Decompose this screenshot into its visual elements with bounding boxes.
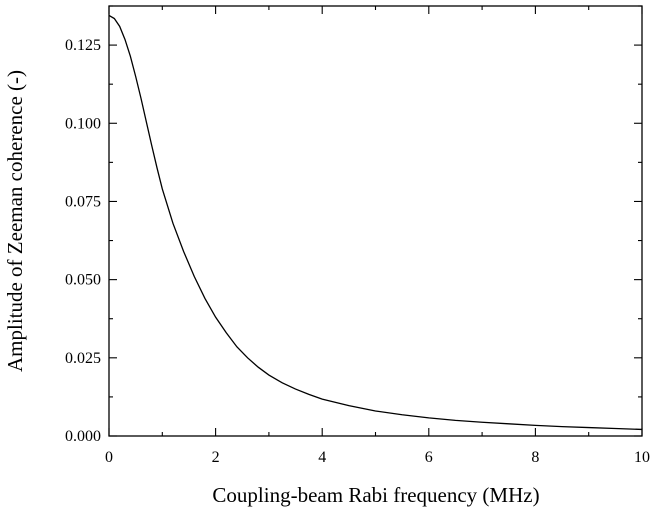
plot-frame [108,5,643,437]
y-tick-label: 0.125 [65,37,101,54]
x-tick-label: 2 [212,449,220,466]
tick-labels: 0 2 4 6 8 10 0.000 0.025 0.050 0.075 0.100 0.125 [65,37,650,466]
x-tick-label: 10 [634,449,650,466]
y-tick-label: 0.025 [65,350,101,367]
data-series-line [108,14,643,431]
axis-ticks [108,5,643,437]
y-tick-label: 0.000 [65,428,101,445]
y-axis-label: Amplitude of Zeeman coherence (-) [3,70,27,372]
x-axis-label: Coupling-beam Rabi frequency (MHz) [212,483,539,507]
y-tick-label: 0.075 [65,193,101,210]
x-tick-label: 8 [531,449,539,466]
y-tick-label: 0.050 [65,272,101,289]
x-tick-label: 6 [425,449,433,466]
y-tick-label: 0.100 [65,115,101,132]
x-tick-label: 4 [318,449,326,466]
x-tick-label: 0 [105,449,113,466]
